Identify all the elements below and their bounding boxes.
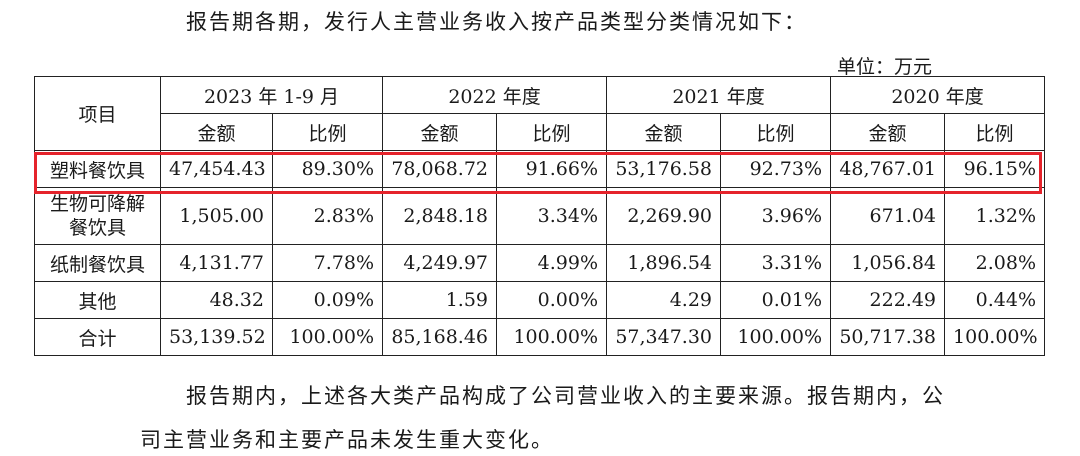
table-row: 其他 48.32 0.09% 1.59 0.00% 4.29 0.01% 222… xyxy=(34,281,1046,319)
amount-cell: 85,168.46 xyxy=(382,318,498,356)
total-row: 合计 53,139.52 100.00% 85,168.46 100.00% 5… xyxy=(34,318,1046,356)
ratio-cell: 7.78% xyxy=(271,244,384,282)
amount-cell: 53,176.58 xyxy=(606,150,722,188)
intro-text: 报告期各期，发行人主营业务收入按产品类型分类情况如下： xyxy=(186,10,807,34)
amount-cell: 222.49 xyxy=(830,281,946,319)
amount-cell: 2,269.90 xyxy=(606,187,722,245)
amount-cell: 53,139.52 xyxy=(160,318,273,356)
amount-header: 金额 xyxy=(830,113,946,151)
row-label: 生物可降解餐饮具 xyxy=(34,187,161,245)
period-header: 2021 年度 xyxy=(606,76,832,114)
amount-header: 金额 xyxy=(606,113,722,151)
period-header: 2020 年度 xyxy=(830,76,1046,114)
table-row: 纸制餐饮具 4,131.77 7.78% 4,249.97 4.99% 1,89… xyxy=(34,244,1046,282)
amount-cell: 50,717.38 xyxy=(830,318,946,356)
amount-cell: 2,848.18 xyxy=(382,187,498,245)
ratio-cell: 100.00% xyxy=(271,318,384,356)
ratio-cell: 2.08% xyxy=(944,244,1046,282)
outro-text-line1: 报告期内，上述各大类产品构成了公司营业收入的主要来源。报告期内，公 xyxy=(186,384,945,408)
ratio-cell: 0.01% xyxy=(720,281,832,319)
amount-cell: 48.32 xyxy=(160,281,273,319)
ratio-header: 比例 xyxy=(271,113,384,151)
unit-label: 单位：万元 xyxy=(836,56,932,78)
row-label: 纸制餐饮具 xyxy=(34,244,161,282)
amount-header: 金额 xyxy=(382,113,498,151)
ratio-cell: 100.00% xyxy=(720,318,832,356)
ratio-cell: 0.00% xyxy=(496,281,608,319)
amount-cell: 57,347.30 xyxy=(606,318,722,356)
table-row: 塑料餐饮具 47,454.43 89.30% 78,068.72 91.66% … xyxy=(34,150,1046,188)
period-header: 2023 年 1-9 月 xyxy=(159,76,384,114)
ratio-cell: 4.99% xyxy=(496,244,608,282)
ratio-cell: 3.34% xyxy=(496,187,608,245)
amount-cell: 4.29 xyxy=(606,281,722,319)
period-header: 2022 年度 xyxy=(382,76,608,114)
amount-header: 金额 xyxy=(160,113,273,151)
row-label: 塑料餐饮具 xyxy=(34,150,161,188)
amount-cell: 671.04 xyxy=(830,187,946,245)
ratio-cell: 92.73% xyxy=(720,150,832,188)
table-row: 生物可降解餐饮具 1,505.00 2.83% 2,848.18 3.34% 2… xyxy=(34,187,1046,245)
ratio-cell: 96.15% xyxy=(944,150,1046,188)
ratio-cell: 91.66% xyxy=(496,150,608,188)
ratio-cell: 2.83% xyxy=(271,187,384,245)
revenue-table: 项目 2023 年 1-9 月 2022 年度 2021 年度 2020 年度 … xyxy=(34,76,1046,356)
amount-cell: 48,767.01 xyxy=(830,150,946,188)
amount-cell: 1,896.54 xyxy=(606,244,722,282)
ratio-cell: 100.00% xyxy=(496,318,608,356)
ratio-cell: 3.96% xyxy=(720,187,832,245)
ratio-header: 比例 xyxy=(720,113,832,151)
amount-cell: 4,249.97 xyxy=(382,244,498,282)
outro-text-line2: 司主营业务和主要产品未发生重大变化。 xyxy=(140,428,554,452)
amount-cell: 4,131.77 xyxy=(160,244,273,282)
amount-cell: 1,056.84 xyxy=(830,244,946,282)
ratio-header: 比例 xyxy=(944,113,1046,151)
ratio-header: 比例 xyxy=(496,113,608,151)
ratio-cell: 0.09% xyxy=(271,281,384,319)
row-label: 合计 xyxy=(34,318,161,356)
ratio-cell: 0.44% xyxy=(944,281,1046,319)
ratio-cell: 3.31% xyxy=(720,244,832,282)
amount-cell: 1.59 xyxy=(382,281,498,319)
row-label: 其他 xyxy=(34,281,161,319)
ratio-cell: 1.32% xyxy=(944,187,1046,245)
item-header: 项目 xyxy=(34,76,161,151)
amount-cell: 78,068.72 xyxy=(382,150,498,188)
ratio-cell: 89.30% xyxy=(271,150,384,188)
amount-cell: 47,454.43 xyxy=(160,150,273,188)
ratio-cell: 100.00% xyxy=(944,318,1046,356)
amount-cell: 1,505.00 xyxy=(160,187,273,245)
